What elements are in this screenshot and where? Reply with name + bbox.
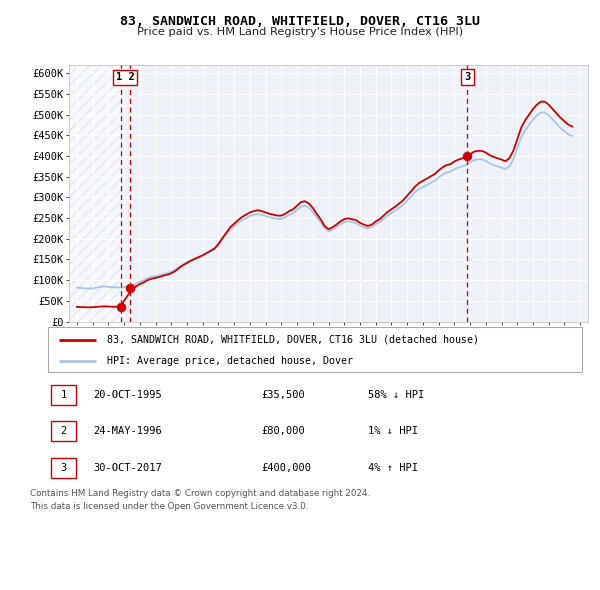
Text: 58% ↓ HPI: 58% ↓ HPI xyxy=(368,390,425,399)
Text: Contains HM Land Registry data © Crown copyright and database right 2024.
This d: Contains HM Land Registry data © Crown c… xyxy=(30,489,370,510)
Text: 3: 3 xyxy=(464,73,470,83)
Text: 83, SANDWICH ROAD, WHITFIELD, DOVER, CT16 3LU: 83, SANDWICH ROAD, WHITFIELD, DOVER, CT1… xyxy=(120,15,480,28)
Text: £400,000: £400,000 xyxy=(262,463,311,473)
Text: 30-OCT-2017: 30-OCT-2017 xyxy=(94,463,162,473)
FancyBboxPatch shape xyxy=(50,385,76,405)
Text: 1% ↓ HPI: 1% ↓ HPI xyxy=(368,427,418,436)
Text: 1: 1 xyxy=(61,390,67,399)
Point xyxy=(463,151,472,160)
Text: £35,500: £35,500 xyxy=(262,390,305,399)
Text: 20-OCT-1995: 20-OCT-1995 xyxy=(94,390,162,399)
Point xyxy=(116,302,125,312)
Text: 4% ↑ HPI: 4% ↑ HPI xyxy=(368,463,418,473)
Text: 1 2: 1 2 xyxy=(116,73,135,83)
Text: £80,000: £80,000 xyxy=(262,427,305,436)
Text: 83, SANDWICH ROAD, WHITFIELD, DOVER, CT16 3LU (detached house): 83, SANDWICH ROAD, WHITFIELD, DOVER, CT1… xyxy=(107,335,479,345)
Text: 24-MAY-1996: 24-MAY-1996 xyxy=(94,427,162,436)
Point xyxy=(125,284,135,293)
Text: 2: 2 xyxy=(61,427,67,436)
Text: Price paid vs. HM Land Registry's House Price Index (HPI): Price paid vs. HM Land Registry's House … xyxy=(137,27,463,37)
FancyBboxPatch shape xyxy=(50,421,76,441)
Text: HPI: Average price, detached house, Dover: HPI: Average price, detached house, Dove… xyxy=(107,356,353,366)
FancyBboxPatch shape xyxy=(50,458,76,478)
Text: 3: 3 xyxy=(61,463,67,473)
FancyBboxPatch shape xyxy=(48,327,582,372)
